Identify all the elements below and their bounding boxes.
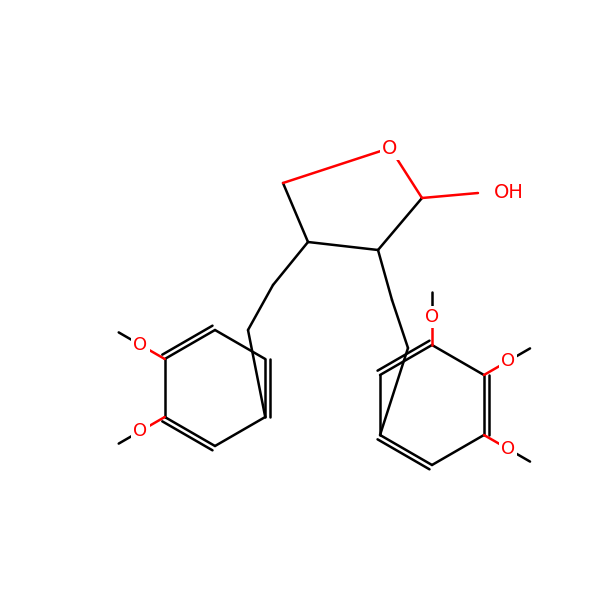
Text: O: O — [501, 440, 515, 458]
Text: OH: OH — [494, 184, 524, 202]
Text: O: O — [501, 352, 515, 370]
Text: O: O — [425, 308, 439, 326]
Text: O: O — [133, 422, 148, 440]
Text: O: O — [382, 139, 398, 157]
Text: O: O — [133, 336, 148, 354]
